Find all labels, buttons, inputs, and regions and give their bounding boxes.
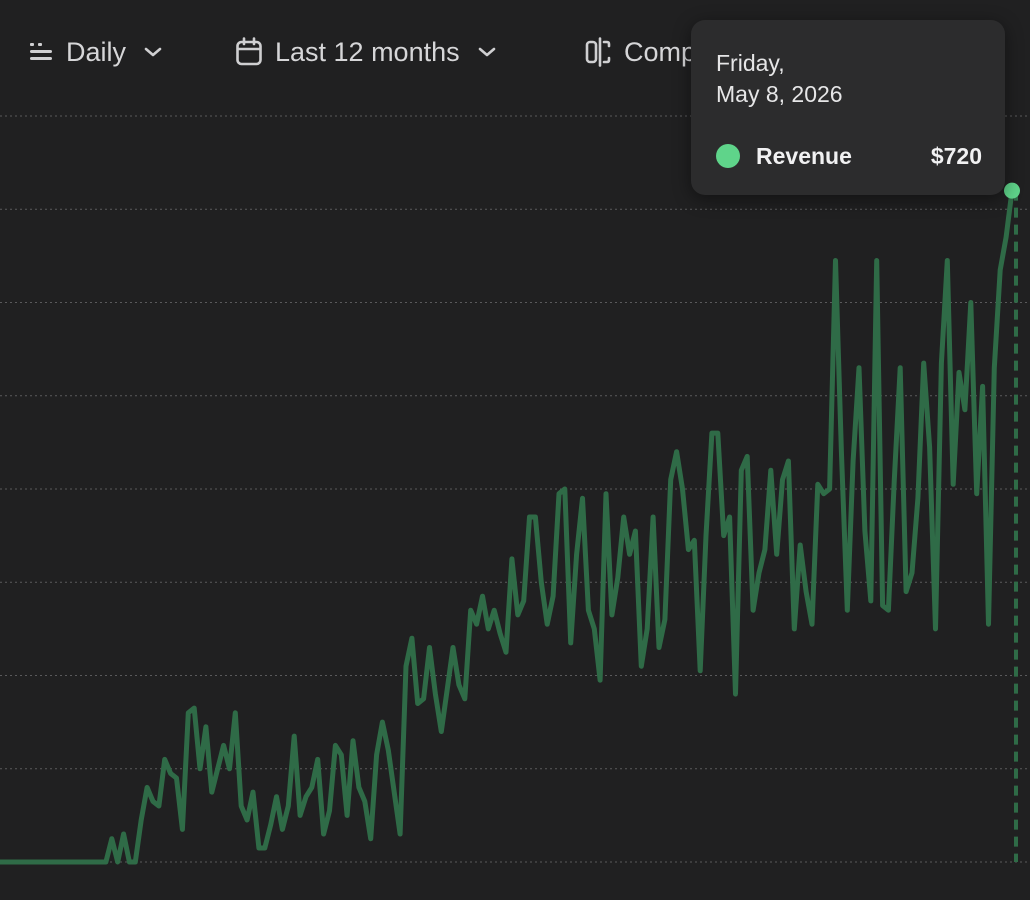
compare-dropdown[interactable]: Comp xyxy=(584,30,696,74)
tooltip-date: Friday, May 8, 2026 xyxy=(716,48,843,110)
chart-toolbar: Daily Last 12 months Com xyxy=(0,0,1030,104)
date-range-dropdown[interactable]: Last 12 months xyxy=(235,30,496,74)
tooltip-full-date: May 8, 2026 xyxy=(716,81,843,107)
series-color-dot xyxy=(716,144,740,168)
tooltip-day: Friday, xyxy=(716,50,785,76)
compare-icon xyxy=(584,37,612,67)
interval-dropdown[interactable]: Daily xyxy=(28,30,162,74)
revenue-series-line xyxy=(0,190,1015,865)
chevron-down-icon xyxy=(478,46,496,58)
chevron-down-icon xyxy=(144,46,162,58)
interval-icon xyxy=(28,41,54,63)
tooltip-series-name: Revenue xyxy=(756,142,852,169)
tooltip-series-row: Revenue $720 xyxy=(716,140,982,172)
chart-tooltip: Friday, May 8, 2026 Revenue $720 xyxy=(691,20,1005,195)
interval-label: Daily xyxy=(66,36,127,67)
tooltip-value: $720 xyxy=(930,142,982,169)
compare-label: Comp xyxy=(624,36,697,67)
hover-point[interactable] xyxy=(1004,182,1020,199)
calendar-icon xyxy=(235,37,263,67)
date-range-label: Last 12 months xyxy=(275,36,460,67)
